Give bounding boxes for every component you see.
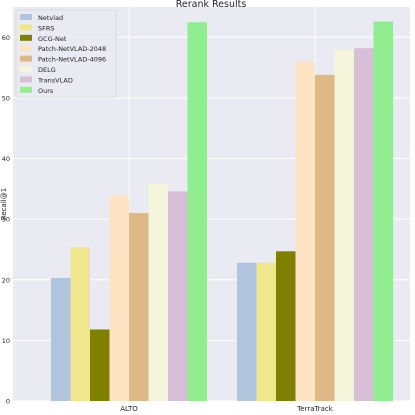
legend-swatch bbox=[20, 55, 32, 62]
bar-patch-netvlad-4096-terratrack bbox=[315, 74, 335, 402]
bar-netvlad-alto bbox=[51, 277, 71, 401]
bars bbox=[51, 21, 393, 402]
legend-swatch bbox=[20, 45, 32, 52]
bar-netvlad-terratrack bbox=[237, 262, 257, 401]
bar-delg-terratrack bbox=[334, 49, 354, 401]
legend-label: SFRS bbox=[38, 24, 55, 32]
legend-label: Ours bbox=[38, 87, 54, 95]
bar-sfrs-alto bbox=[70, 247, 90, 401]
x-tick-label: ALTO bbox=[120, 405, 138, 413]
legend-label: DELG bbox=[38, 66, 56, 74]
bar-transvlad-alto bbox=[168, 191, 188, 401]
x-axis-ticks: ALTO TerraTrack bbox=[120, 405, 334, 413]
legend-swatch bbox=[20, 86, 32, 93]
bar-patch-netvlad-2048-alto bbox=[109, 195, 129, 401]
y-tick-label: 30 bbox=[2, 216, 10, 224]
y-tick-label: 10 bbox=[2, 337, 10, 345]
y-tick-label: 20 bbox=[2, 276, 10, 284]
legend-swatch bbox=[20, 66, 32, 72]
y-tick-label: 40 bbox=[2, 155, 10, 163]
y-tick-label: 50 bbox=[2, 94, 10, 102]
legend-label: GCG-Net bbox=[38, 35, 67, 43]
y-axis-ticks: 0 10 20 30 40 50 60 bbox=[2, 34, 10, 406]
legend-label: Patch-NetVLAD-2048 bbox=[38, 45, 106, 53]
bar-ours-alto bbox=[187, 22, 207, 402]
bar-gcg-net-alto bbox=[90, 329, 110, 401]
y-tick-label: 60 bbox=[2, 34, 10, 42]
legend-label: Patch-NetVLAD-4096 bbox=[38, 56, 106, 64]
legend-swatch bbox=[20, 24, 32, 31]
legend-box bbox=[15, 9, 117, 98]
bar-delg-alto bbox=[148, 183, 168, 401]
y-tick-label: 0 bbox=[6, 398, 10, 406]
bar-patch-netvlad-4096-alto bbox=[129, 213, 149, 401]
y-axis-label: Recall@1 bbox=[0, 188, 8, 220]
legend: Netvlad SFRS GCG-Net Patch-NetVLAD-2048 Patc… bbox=[15, 9, 117, 98]
legend-swatch bbox=[20, 76, 32, 83]
legend-swatch bbox=[20, 14, 32, 20]
legend-swatch bbox=[20, 34, 32, 41]
bar-gcg-net-terratrack bbox=[276, 251, 296, 401]
bar-patch-netvlad-2048-terratrack bbox=[295, 61, 315, 402]
bar-sfrs-terratrack bbox=[256, 262, 276, 401]
legend-label: TransVLAD bbox=[37, 76, 73, 84]
legend-label: Netvlad bbox=[38, 14, 63, 22]
bar-transvlad-terratrack bbox=[354, 48, 374, 402]
bar-ours-terratrack bbox=[373, 21, 393, 401]
chart-title: Rerank Results bbox=[176, 0, 247, 10]
x-tick-label: TerraTrack bbox=[296, 405, 334, 413]
